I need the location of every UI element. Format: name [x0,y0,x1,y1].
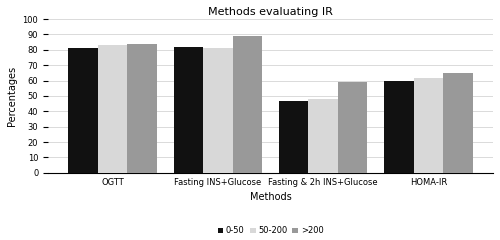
Bar [174,47,203,173]
Bar [444,73,473,173]
Bar [414,78,444,173]
Legend: 0-50, 50-200, >200: 0-50, 50-200, >200 [214,223,326,239]
Bar [279,101,308,173]
Bar [232,36,262,173]
Bar [338,82,368,173]
Bar [384,81,414,173]
Bar [203,48,232,173]
Title: Methods evaluating IR: Methods evaluating IR [208,7,333,17]
X-axis label: Methods: Methods [250,192,292,202]
Bar [308,99,338,173]
Y-axis label: Percentages: Percentages [7,66,17,126]
Bar [98,45,127,173]
Bar [127,44,156,173]
Bar [68,48,98,173]
